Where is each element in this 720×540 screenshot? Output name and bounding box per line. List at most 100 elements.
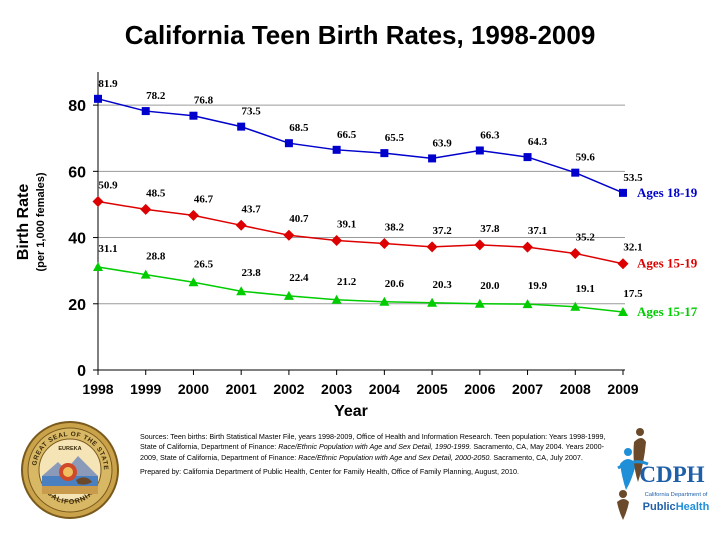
data-label: 73.5: [242, 106, 262, 118]
data-point-1: [523, 153, 532, 162]
data-point-2: [426, 241, 438, 253]
data-point-2: [378, 238, 390, 250]
data-label: 46.7: [194, 193, 214, 205]
series-line-1: [97, 98, 624, 194]
data-label: 28.8: [146, 251, 166, 263]
series: [92, 94, 629, 317]
x-tick-label: 2001: [226, 381, 257, 397]
x-tick-label: 1999: [130, 381, 161, 397]
data-label: 43.7: [242, 203, 262, 215]
data-label: 20.3: [432, 279, 452, 291]
legend: Ages 18-19 Ages 15-19 Ages 15-17: [637, 185, 698, 319]
axes: [97, 72, 625, 371]
data-label: 38.2: [385, 222, 405, 234]
legend-label-2: Ages 15-19: [637, 256, 698, 271]
data-label: 19.1: [576, 283, 595, 295]
data-label: 59.6: [576, 152, 596, 164]
california-seal: THE GREAT SEAL OF THE STATE OF CALIFORNI…: [20, 420, 119, 519]
data-label: 65.5: [385, 132, 405, 144]
y-tick-label: 0: [77, 363, 86, 380]
data-label: 50.9: [98, 179, 118, 191]
data-label: 20.0: [480, 280, 500, 292]
data-label: 40.7: [289, 213, 309, 225]
data-label: 26.5: [194, 258, 214, 270]
x-tick-label: 2004: [369, 381, 400, 397]
y-tick-label: 40: [68, 231, 86, 248]
data-point-3: [474, 298, 485, 308]
data-label: 68.5: [289, 122, 309, 134]
data-label: 22.4: [289, 272, 309, 284]
data-point-1: [237, 122, 246, 131]
data-point-2: [522, 241, 534, 253]
data-point-1: [428, 154, 437, 163]
data-label: 48.5: [146, 187, 166, 199]
sources-paragraph: Sources: Teen births: Birth Statistical …: [140, 432, 606, 462]
x-tick-label: 2003: [321, 381, 352, 397]
svg-text:California Department of: California Department of: [645, 492, 708, 498]
data-label: 76.8: [194, 95, 214, 107]
series-line-2: [97, 200, 624, 265]
chart-title: California Teen Birth Rates, 1998-2009: [124, 20, 596, 50]
data-label: 35.2: [576, 231, 596, 243]
y-ticks: 0 20 40 60 80: [68, 98, 98, 380]
data-point-2: [235, 219, 247, 231]
data-point-1: [141, 107, 150, 116]
data-label: 37.2: [432, 225, 452, 237]
y-axis-title-group: Birth Rate (per 1,000 females): [15, 172, 47, 271]
x-tick-label: 2006: [464, 381, 495, 397]
data-label: 78.2: [146, 90, 166, 102]
data-point-3: [236, 286, 247, 296]
y-tick-label: 60: [68, 164, 86, 181]
x-tick-label: 2008: [560, 381, 591, 397]
data-label: 66.5: [337, 129, 357, 141]
data-label: 39.1: [337, 219, 356, 231]
data-point-1: [380, 149, 389, 158]
svg-text:PublicHealth: PublicHealth: [643, 501, 710, 513]
data-label: 32.1: [623, 242, 642, 254]
data-point-3: [93, 262, 103, 272]
data-label: 23.8: [242, 267, 262, 279]
legend-label-1: Ages 18-19: [637, 185, 698, 200]
data-label: 31.1: [98, 243, 117, 255]
data-label: 37.8: [480, 223, 500, 235]
data-label: 53.5: [623, 172, 643, 184]
data-point-2: [92, 195, 104, 207]
data-point-2: [283, 229, 295, 241]
x-tick-label: 1998: [82, 381, 113, 397]
prepared-by-paragraph: Prepared by: California Department of Pu…: [140, 467, 519, 477]
data-point-3: [522, 299, 533, 309]
data-point-3: [618, 307, 628, 317]
data-point-1: [619, 188, 627, 197]
data-labels: 81.9 78.2 76.8 73.5 68.5 66.5 65.5 63.9 66.3 64.3…: [98, 78, 643, 300]
data-point-2: [474, 239, 486, 251]
x-tick-label: 2002: [273, 381, 304, 397]
data-point-2: [617, 258, 629, 270]
data-point-2: [140, 203, 152, 215]
data-point-3: [283, 290, 294, 300]
legend-label-3: Ages 15-17: [637, 304, 698, 319]
data-point-3: [188, 277, 199, 287]
x-axis-title: Year: [334, 403, 368, 420]
data-label: 63.9: [432, 137, 452, 149]
y-axis-title: Birth Rate: [15, 184, 32, 261]
y-tick-label: 80: [68, 98, 86, 115]
data-point-3: [427, 297, 438, 307]
data-point-2: [569, 247, 581, 259]
y-tick-label: 20: [68, 297, 86, 314]
sources-note: Sources: Teen births: Birth Statistical …: [140, 432, 610, 482]
data-label: 66.3: [480, 129, 500, 141]
data-label: 19.9: [528, 280, 548, 292]
x-tick-label: 2005: [417, 381, 448, 397]
data-label: 17.5: [623, 288, 643, 300]
x-tick-label: 2000: [178, 381, 209, 397]
x-ticks: 1998 1999 2000 2001 2002 2003 2004 2005 2006 2007…: [82, 370, 639, 397]
x-tick-label: 2009: [607, 381, 638, 397]
svg-text:CDPH: CDPH: [639, 462, 704, 487]
data-point-1: [189, 111, 198, 120]
data-point-3: [140, 269, 151, 279]
svg-text:EUREKA: EUREKA: [58, 446, 81, 452]
data-point-3: [331, 294, 342, 304]
y-axis-subtitle: (per 1,000 females): [35, 172, 47, 271]
data-point-2: [187, 209, 199, 221]
